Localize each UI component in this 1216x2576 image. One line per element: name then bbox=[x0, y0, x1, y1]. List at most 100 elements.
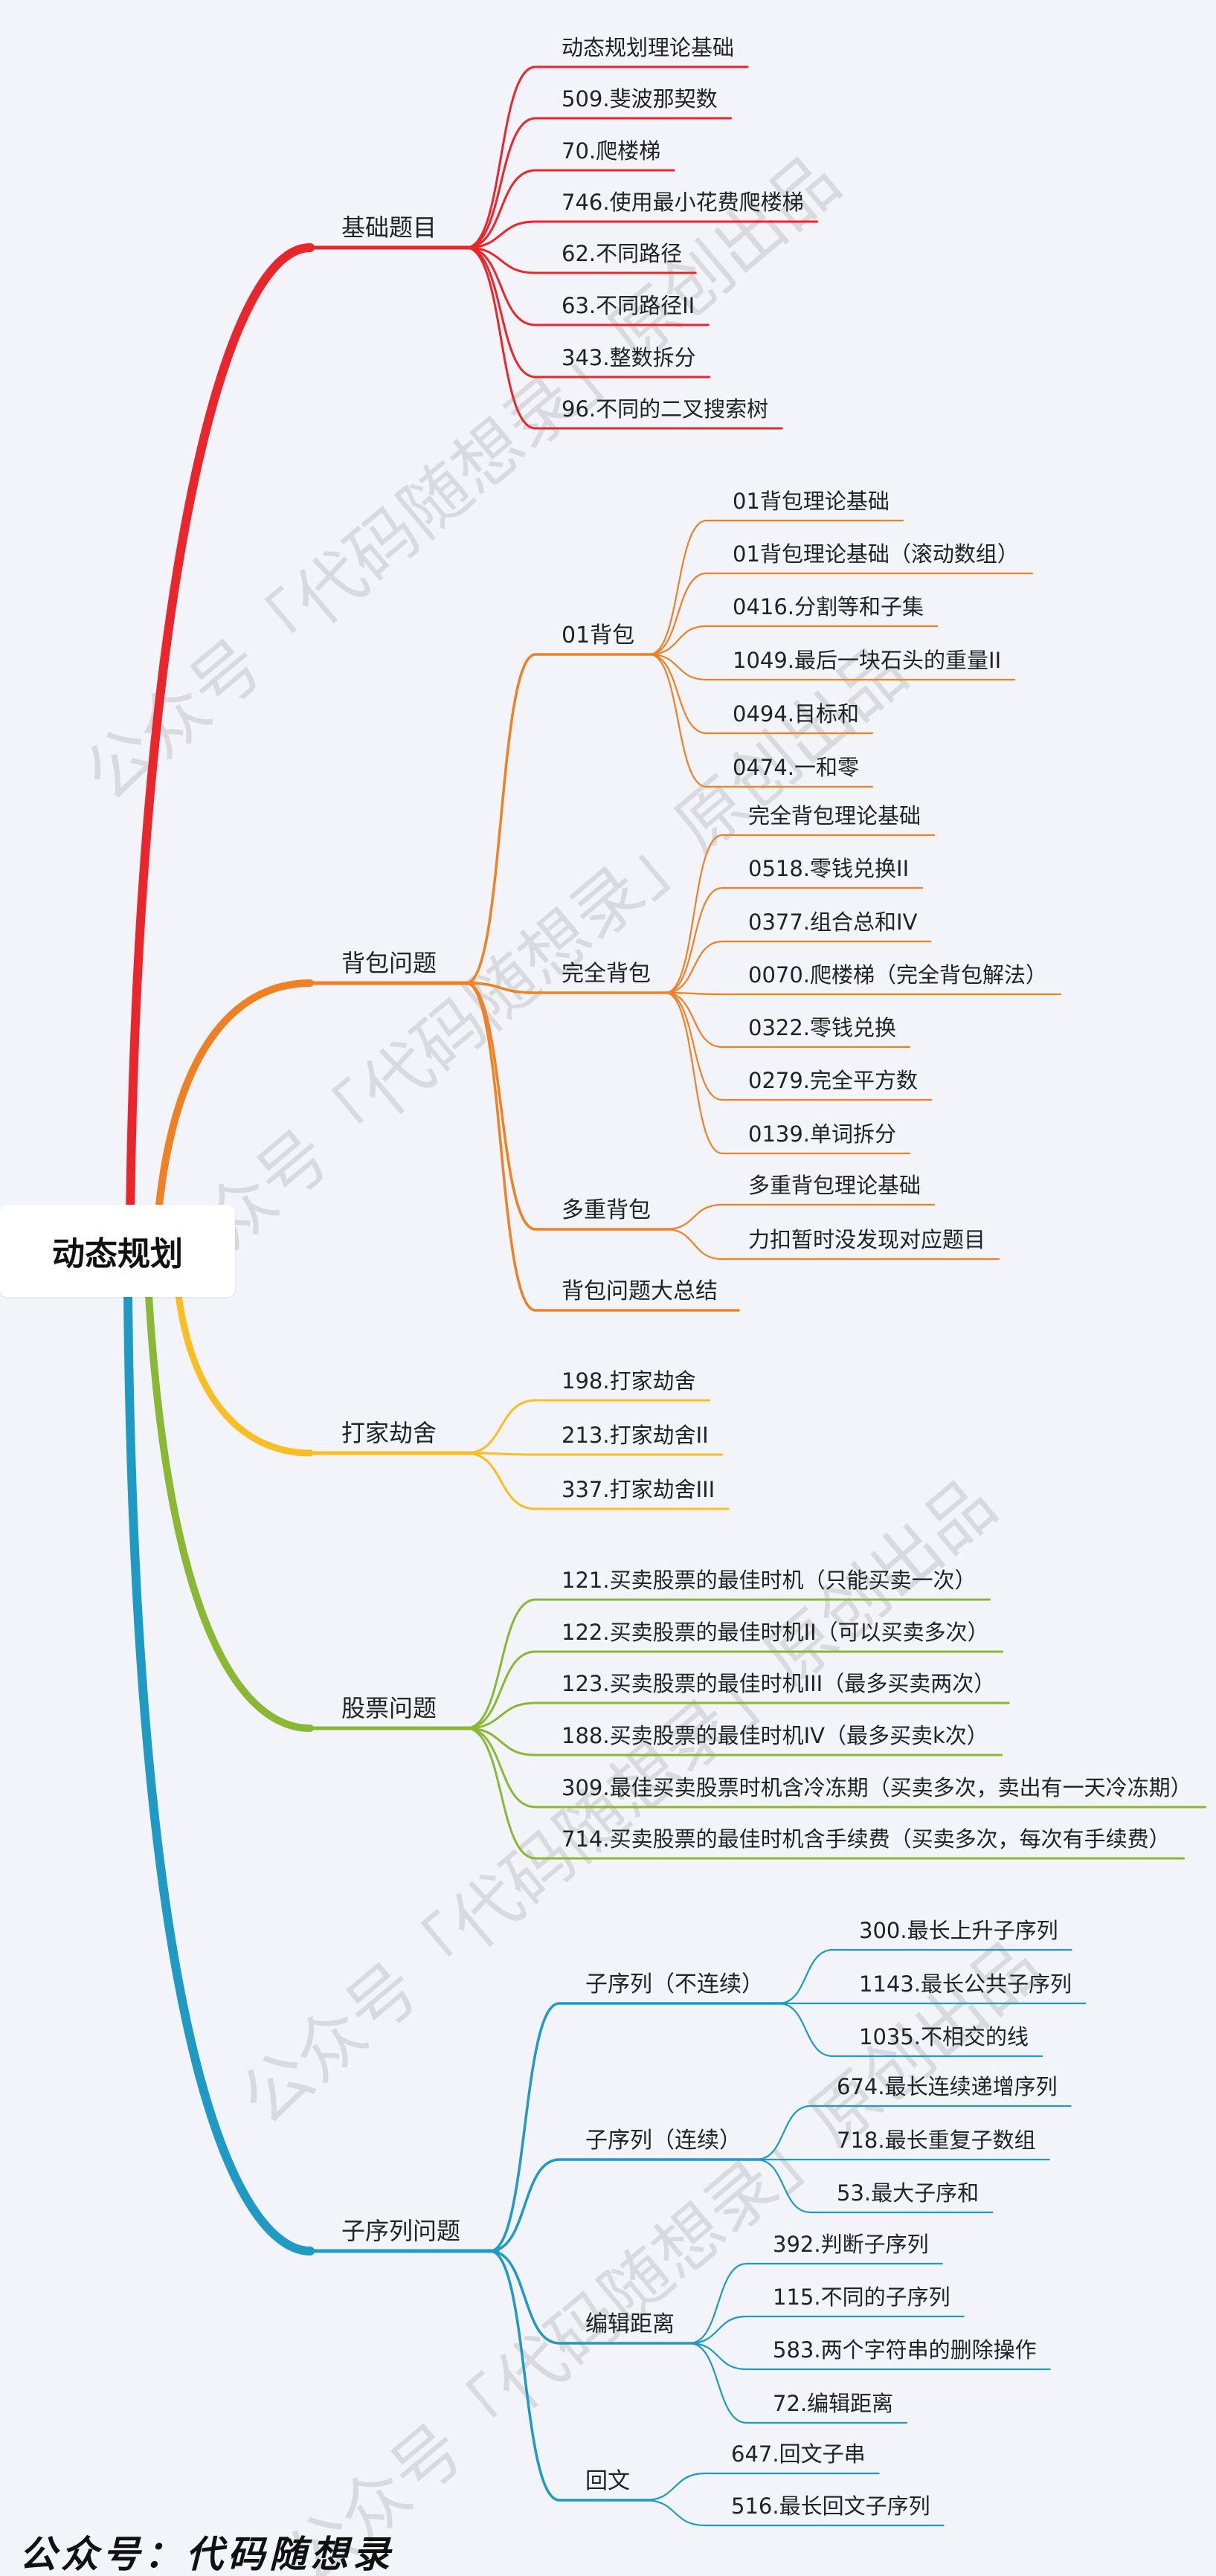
trunk-line bbox=[126, 243, 315, 1224]
connector-line bbox=[664, 991, 911, 1049]
trunk-line bbox=[154, 979, 314, 1223]
connector-line bbox=[465, 246, 711, 379]
leaf-node-label[interactable]: 0139.单词拆分 bbox=[748, 1121, 896, 1147]
leaf-node-label[interactable]: 213.打家劫舍II bbox=[562, 1423, 709, 1448]
leaf-node-label[interactable]: 343.整数拆分 bbox=[562, 345, 696, 370]
connector-line bbox=[489, 2250, 697, 2345]
leaf-node-label[interactable]: 188.买卖股票的最佳时机IV（最多买卖k次） bbox=[562, 1723, 988, 1748]
connector-line bbox=[465, 982, 673, 1231]
branch-node-label[interactable]: 打家劫舍 bbox=[341, 1419, 437, 1447]
connector-line bbox=[755, 2158, 994, 2214]
leaf-node-label[interactable]: 62.不同路径 bbox=[562, 241, 682, 266]
connector-line bbox=[465, 117, 733, 249]
group-node-label[interactable]: 01背包 bbox=[562, 622, 634, 648]
connector-line bbox=[777, 1948, 1072, 2005]
leaf-node-label[interactable]: 115.不同的子序列 bbox=[773, 2284, 950, 2310]
leaf-node-label[interactable]: 509.斐波那契数 bbox=[562, 86, 718, 112]
branch-node-label[interactable]: 股票问题 bbox=[341, 1694, 437, 1722]
connector-line bbox=[465, 982, 740, 1312]
leaf-node-label[interactable]: 63.不同路径II bbox=[562, 293, 695, 318]
connector-line bbox=[465, 246, 710, 326]
connector-line bbox=[465, 1399, 711, 1455]
leaf-node-label[interactable]: 122.买卖股票的最佳时机II（可以买卖多次） bbox=[562, 1620, 989, 1645]
leaf-node-label[interactable]: 0518.零钱兑换II bbox=[748, 856, 909, 881]
connector-line bbox=[664, 886, 924, 994]
connector-line bbox=[664, 940, 932, 994]
group-node-label[interactable]: 多重背包 bbox=[562, 1197, 651, 1223]
connector-line bbox=[465, 1727, 1003, 1756]
connector-line bbox=[649, 653, 874, 788]
group-node-label[interactable]: 回文 bbox=[585, 2468, 630, 2494]
leaf-node-label[interactable]: 1049.最后一块石头的重量II bbox=[733, 648, 1001, 673]
leaf-node-label[interactable]: 1143.最长公共子序列 bbox=[859, 1971, 1072, 1997]
leaf-node-label[interactable]: 392.判断子序列 bbox=[773, 2232, 929, 2257]
leaf-node-label[interactable]: 0494.目标和 bbox=[733, 701, 859, 727]
leaf-node-label[interactable]: 337.打家劫舍III bbox=[562, 1477, 715, 1502]
branch-node-label[interactable]: 子序列问题 bbox=[341, 2217, 460, 2245]
connector-line bbox=[489, 2158, 764, 2253]
leaf-node-label[interactable]: 309.最佳买卖股票时机含冷冻期（买卖多次，卖出有一天冷冻期） bbox=[562, 1775, 1192, 1800]
connector-line bbox=[489, 2250, 652, 2502]
leaf-node-label[interactable]: 72.编辑距离 bbox=[773, 2391, 893, 2416]
leaf-node-label[interactable]: 0474.一和零 bbox=[733, 755, 859, 780]
leaf-node-label[interactable]: 96.不同的二叉搜索树 bbox=[562, 396, 768, 422]
leaf-node-label[interactable]: 746.使用最小花费爬楼梯 bbox=[562, 190, 804, 215]
connector-line bbox=[465, 1650, 1004, 1730]
connector-line bbox=[664, 991, 933, 1101]
connector-line bbox=[465, 1452, 730, 1510]
leaf-node-label[interactable]: 01背包理论基础（滚动数组） bbox=[733, 541, 1019, 567]
leaf-node-label[interactable]: 674.最长连续递增序列 bbox=[837, 2074, 1058, 2099]
leaf-node-label[interactable]: 0377.组合总和IV bbox=[748, 909, 918, 935]
leaf-node-label[interactable]: 完全背包理论基础 bbox=[748, 803, 921, 828]
group-node-label[interactable]: 子序列（不连续） bbox=[585, 1971, 764, 1997]
connector-line bbox=[465, 246, 697, 274]
leaf-node-label[interactable]: 53.最大子序和 bbox=[837, 2180, 979, 2206]
leaf-node-label[interactable]: 121.买卖股票的最佳时机（只能买卖一次） bbox=[562, 1568, 977, 1593]
connector-line bbox=[465, 65, 749, 249]
leaf-node-label[interactable]: 0416.分割等和子集 bbox=[733, 594, 924, 619]
leaf-node-label[interactable]: 动态规划理论基础 bbox=[562, 35, 734, 60]
leaf-node-label[interactable]: 多重背包理论基础 bbox=[748, 1173, 921, 1198]
leaf-node-label[interactable]: 70.爬楼梯 bbox=[562, 138, 660, 164]
leaf-node-label[interactable]: 力扣暂时没发现对应题目 bbox=[748, 1227, 985, 1252]
connector-line bbox=[465, 653, 657, 985]
connector-line bbox=[465, 982, 673, 994]
leaf-node-label[interactable]: 714.买卖股票的最佳时机含手续费（买卖多次，每次有手续费） bbox=[562, 1826, 1171, 1852]
root-label: 动态规划 bbox=[52, 1235, 183, 1273]
leaf-node-label[interactable]: 198.打家劫舍 bbox=[562, 1368, 696, 1394]
leaf-node-label[interactable]: 647.回文子串 bbox=[731, 2441, 866, 2467]
connector-line bbox=[643, 2472, 880, 2502]
leaf-node-label[interactable]: 516.最长回文子序列 bbox=[731, 2493, 930, 2519]
leaf-node-label[interactable]: 123.买卖股票的最佳时机III（最多买卖两次） bbox=[562, 1671, 995, 1696]
connector-line bbox=[465, 246, 783, 430]
leaf-node-label[interactable]: 718.最长重复子数组 bbox=[837, 2128, 1036, 2153]
group-node-label[interactable]: 完全背包 bbox=[562, 961, 651, 987]
branch-node-label[interactable]: 基础题目 bbox=[341, 213, 437, 242]
footer-signature: 公众号：代码随想录 bbox=[19, 2532, 394, 2576]
connector-line bbox=[649, 519, 904, 656]
connector-line bbox=[465, 1598, 991, 1730]
connector-line bbox=[465, 1452, 724, 1456]
leaf-node-label[interactable]: 01背包理论基础 bbox=[733, 489, 890, 514]
connector-line bbox=[465, 1727, 1207, 1809]
connector-line bbox=[465, 220, 819, 249]
leaf-node-label[interactable]: 0279.完全平方数 bbox=[748, 1068, 918, 1093]
connector-line bbox=[643, 2499, 945, 2527]
branch-node-label[interactable]: 背包问题 bbox=[341, 949, 437, 977]
leaf-node-label[interactable]: 0070.爬楼梯（完全背包解法） bbox=[748, 962, 1047, 988]
group-node-label[interactable]: 子序列（连续） bbox=[585, 2128, 741, 2154]
root-node[interactable]: 动态规划 bbox=[0, 1205, 235, 1297]
connector-line bbox=[465, 1727, 1186, 1860]
leaf-node-label[interactable]: 300.最长上升子序列 bbox=[859, 1918, 1058, 1943]
group-node-label[interactable]: 背包问题大总结 bbox=[562, 1278, 718, 1304]
leaf-node-label[interactable]: 0322.零钱兑换 bbox=[748, 1015, 896, 1040]
connector-line bbox=[664, 991, 911, 1155]
group-node-label[interactable]: 编辑距离 bbox=[585, 2311, 675, 2337]
leaf-node-label[interactable]: 583.两个字符串的删除操作 bbox=[773, 2337, 1037, 2363]
connector-line bbox=[777, 2002, 1043, 2058]
leaf-node-label[interactable]: 1035.不相交的线 bbox=[859, 2024, 1029, 2049]
connector-line bbox=[755, 2105, 1072, 2161]
connector-line bbox=[649, 625, 939, 656]
